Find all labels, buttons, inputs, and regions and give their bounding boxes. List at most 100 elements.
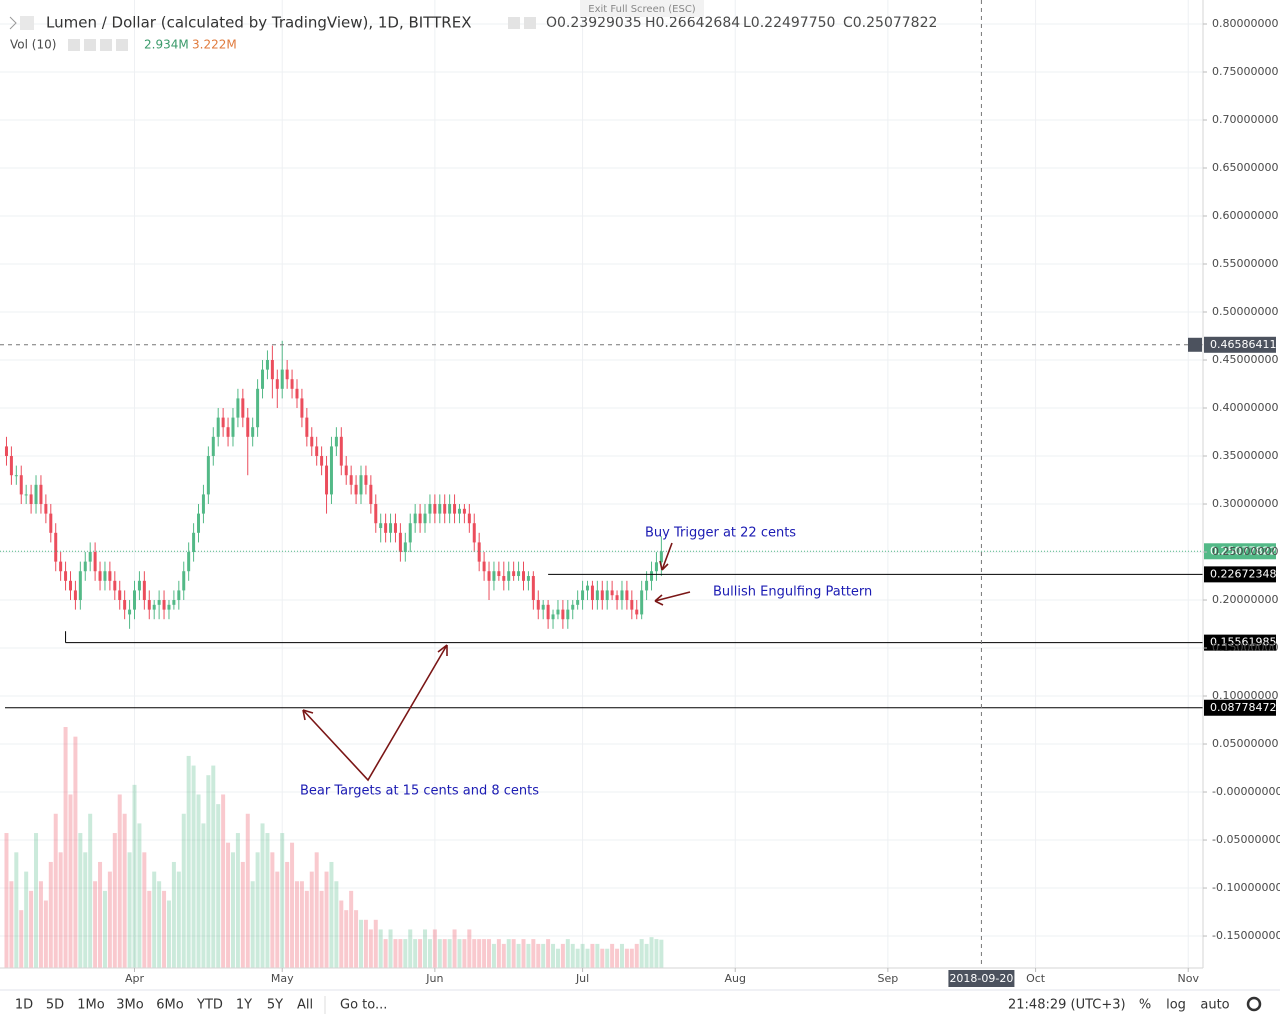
candle-body	[246, 417, 250, 437]
range-button[interactable]: 1Y	[236, 998, 252, 1013]
x-tick-label: Jun	[425, 972, 443, 985]
scale-button[interactable]: auto	[1200, 998, 1229, 1013]
y-tick-label: 0.55000000	[1212, 257, 1278, 270]
volume-bar	[334, 881, 339, 968]
volume-bar	[127, 852, 132, 968]
candle-body	[187, 552, 191, 572]
candle-body	[512, 571, 516, 577]
candle-body	[477, 542, 481, 562]
candle-body	[438, 504, 442, 514]
level-label: 0.08778472	[1210, 701, 1276, 714]
range-button[interactable]: 5D	[46, 998, 64, 1013]
level-label: 0.15561985	[1210, 636, 1276, 649]
candles	[4, 340, 663, 629]
volume-bar	[487, 939, 492, 968]
symbol-icon[interactable]	[20, 16, 34, 30]
candle-body	[103, 571, 107, 581]
candle-body	[389, 523, 393, 533]
volume-bar	[531, 939, 536, 968]
range-button[interactable]: All	[297, 998, 313, 1013]
candle-body	[329, 446, 333, 495]
candle-body	[128, 609, 132, 615]
volume-bar	[255, 852, 260, 968]
range-button[interactable]: YTD	[196, 998, 223, 1013]
volume-bar	[496, 939, 501, 968]
exit-fullscreen-button[interactable]	[580, 0, 704, 17]
y-tick-label: 0.35000000	[1212, 449, 1278, 462]
candle-body	[581, 590, 585, 601]
volume-bar	[619, 943, 624, 968]
candle-body	[497, 571, 501, 577]
candle-body	[300, 398, 304, 418]
candle-body	[216, 417, 220, 437]
volume-bar	[437, 939, 442, 968]
annotation: Bullish Engulfing Pattern	[713, 585, 872, 600]
range-button[interactable]: 1D	[15, 998, 33, 1013]
y-tick-label: -0.15000000	[1212, 929, 1280, 942]
volume-bar	[575, 948, 580, 968]
volume-bar	[408, 929, 413, 968]
scale-button[interactable]: log	[1166, 998, 1186, 1013]
settings-icon[interactable]	[508, 17, 520, 29]
arrow	[302, 644, 448, 782]
candle-body	[398, 532, 402, 553]
scale-button[interactable]: %	[1139, 998, 1151, 1013]
volume-bar	[491, 943, 496, 968]
y-tick-label: -0.10000000	[1212, 881, 1280, 894]
exit-fullscreen-label[interactable]: Exit Full Screen (ESC)	[588, 4, 696, 15]
volume-bar	[24, 871, 29, 968]
candle-body	[64, 571, 68, 581]
candle-body	[9, 456, 13, 476]
volume-bar	[53, 813, 58, 968]
range-button[interactable]: 6Mo	[156, 998, 183, 1013]
candle-body	[526, 576, 530, 581]
candle-body	[54, 532, 58, 562]
volume-bar	[38, 881, 43, 968]
volume-bar	[378, 929, 383, 968]
volume-bar	[634, 943, 639, 968]
toolbar: 1D 5D 1Mo 3Mo 6Mo YTD 1Y 5Y All Go to... 21:48:29 …	[15, 996, 1262, 1014]
range-button[interactable]: 1Mo	[77, 998, 104, 1013]
x-tick-label: Aug	[724, 972, 745, 985]
volume-bar	[29, 890, 34, 968]
vol-icon[interactable]	[68, 39, 80, 51]
arrowhead	[437, 644, 448, 656]
volume-bar	[649, 937, 654, 968]
vol-icon[interactable]	[100, 39, 112, 51]
crosshair-date-label: 2018-09-20	[949, 972, 1013, 985]
volume-bar	[4, 833, 9, 968]
candle-body	[73, 590, 77, 601]
volume-bar	[403, 939, 408, 968]
volume-bar	[132, 784, 137, 968]
candle-body	[34, 484, 38, 505]
candle-body	[4, 446, 8, 457]
crosshair-plus[interactable]	[1188, 337, 1202, 352]
volume-bar	[250, 881, 255, 968]
candle-body	[472, 523, 476, 543]
candle-body	[137, 580, 141, 591]
y-tick-label: 0.20000000	[1212, 593, 1278, 606]
hide-icon[interactable]	[524, 17, 536, 29]
volume-bar	[373, 919, 378, 968]
volume-bar	[304, 890, 309, 968]
settings-gear[interactable]	[1246, 996, 1262, 1012]
volume-bar	[275, 871, 280, 968]
volume-bar	[546, 939, 551, 968]
arrow	[659, 542, 673, 571]
volume-bar	[176, 871, 181, 968]
candle-body	[595, 590, 599, 601]
range-button[interactable]: 5Y	[267, 998, 283, 1013]
candle-body	[123, 600, 127, 610]
volume-bar	[590, 943, 595, 968]
candle-body	[502, 576, 506, 581]
y-tick-label: 0.80000000	[1212, 17, 1278, 30]
vol-icon[interactable]	[116, 39, 128, 51]
goto-button[interactable]: Go to...	[340, 998, 387, 1013]
collapse-icon[interactable]	[9, 16, 17, 30]
vol-icon[interactable]	[84, 39, 96, 51]
volume-bar	[240, 861, 245, 968]
candle-body	[541, 604, 545, 610]
ohlc-low: L0.22497750	[743, 15, 835, 31]
range-button[interactable]: 3Mo	[116, 998, 143, 1013]
y-tick-label: 0.05000000	[1212, 737, 1278, 750]
